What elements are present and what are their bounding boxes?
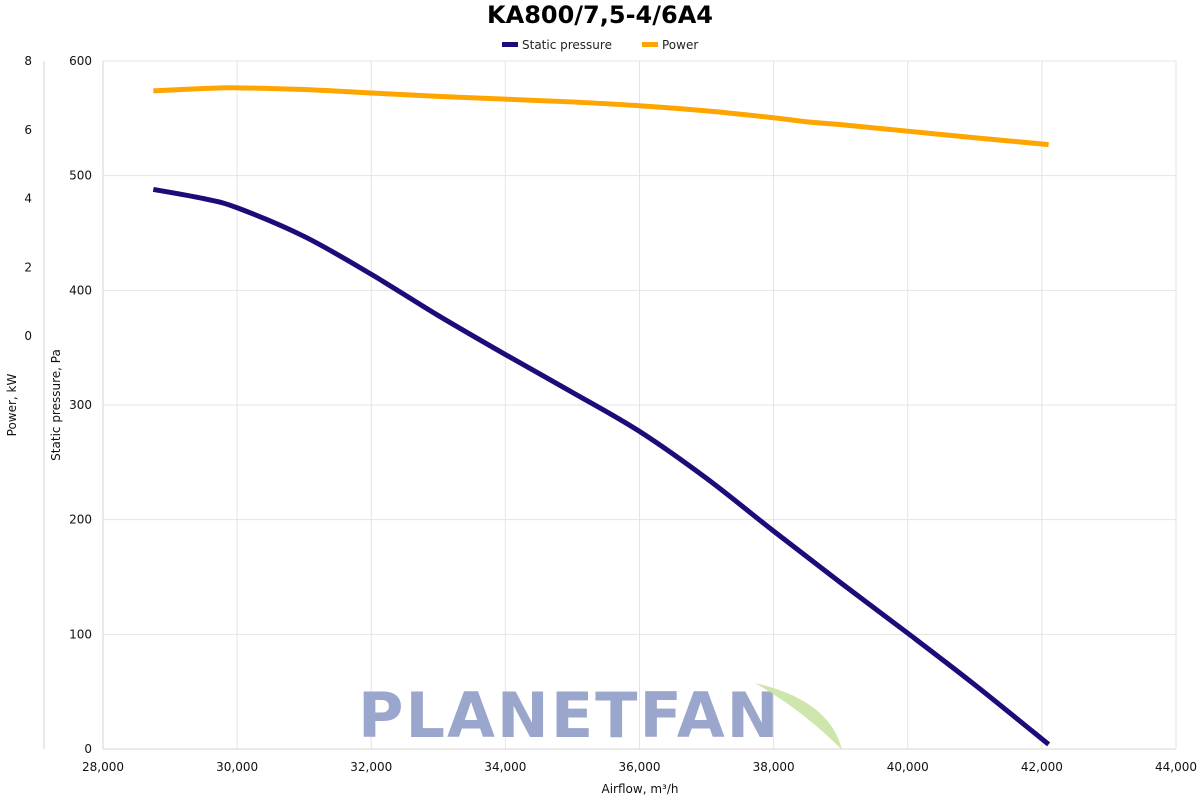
y-right-tick-label: 4: [24, 192, 32, 206]
y-left-tick-label: 400: [69, 283, 92, 297]
y-left-tick-label: 0: [84, 742, 92, 756]
y-right-tick-label: 2: [24, 260, 32, 274]
y-left-tick-label: 300: [69, 398, 92, 412]
legend-label-power: Power: [662, 38, 698, 52]
y-right-tick-label: 8: [24, 54, 32, 68]
x-tick-label: 40,000: [887, 760, 929, 774]
watermark-text: PLANETFAN: [358, 679, 781, 752]
y-left-ticks: 0 100 200 300 400 500 600: [69, 54, 92, 756]
y-right-tick-label: 0: [24, 329, 32, 343]
legend-label-static-pressure: Static pressure: [522, 38, 612, 52]
y-right-ticks: 0 2 4 6 8: [24, 54, 32, 343]
x-tick-label: 28,000: [82, 760, 124, 774]
series-line-power: [153, 85, 1049, 148]
series-line-static-pressure: [152, 186, 1051, 747]
series-group: [152, 85, 1051, 747]
x-tick-label: 44,000: [1155, 760, 1197, 774]
x-tick-label: 34,000: [484, 760, 526, 774]
legend-swatch-static-pressure: [502, 42, 518, 47]
grid: [102, 60, 1177, 750]
x-axis-label: Airflow, m³/h: [602, 782, 679, 796]
legend: Static pressure Power: [502, 38, 698, 52]
x-tick-label: 36,000: [619, 760, 661, 774]
x-tick-label: 42,000: [1021, 760, 1063, 774]
x-tick-label: 38,000: [753, 760, 795, 774]
y-right-tick-label: 6: [24, 123, 32, 137]
y-left-tick-label: 100: [69, 627, 92, 641]
y-left-tick-label: 600: [69, 54, 92, 68]
watermark: PLANETFAN: [358, 679, 842, 752]
legend-swatch-power: [642, 42, 658, 47]
x-tick-label: 32,000: [350, 760, 392, 774]
y-left-tick-label: 200: [69, 513, 92, 527]
x-ticks: 28,000 30,000 32,000 34,000 36,000 38,000 40,0…: [82, 760, 1197, 774]
y-left-axis-label: Static pressure, Pa: [49, 349, 63, 461]
x-tick-label: 30,000: [216, 760, 258, 774]
chart-title: KA800/7,5-4/6A4: [487, 1, 713, 29]
y-left-tick-label: 500: [69, 169, 92, 183]
y-right-axis-label: Power, kW: [5, 374, 19, 437]
